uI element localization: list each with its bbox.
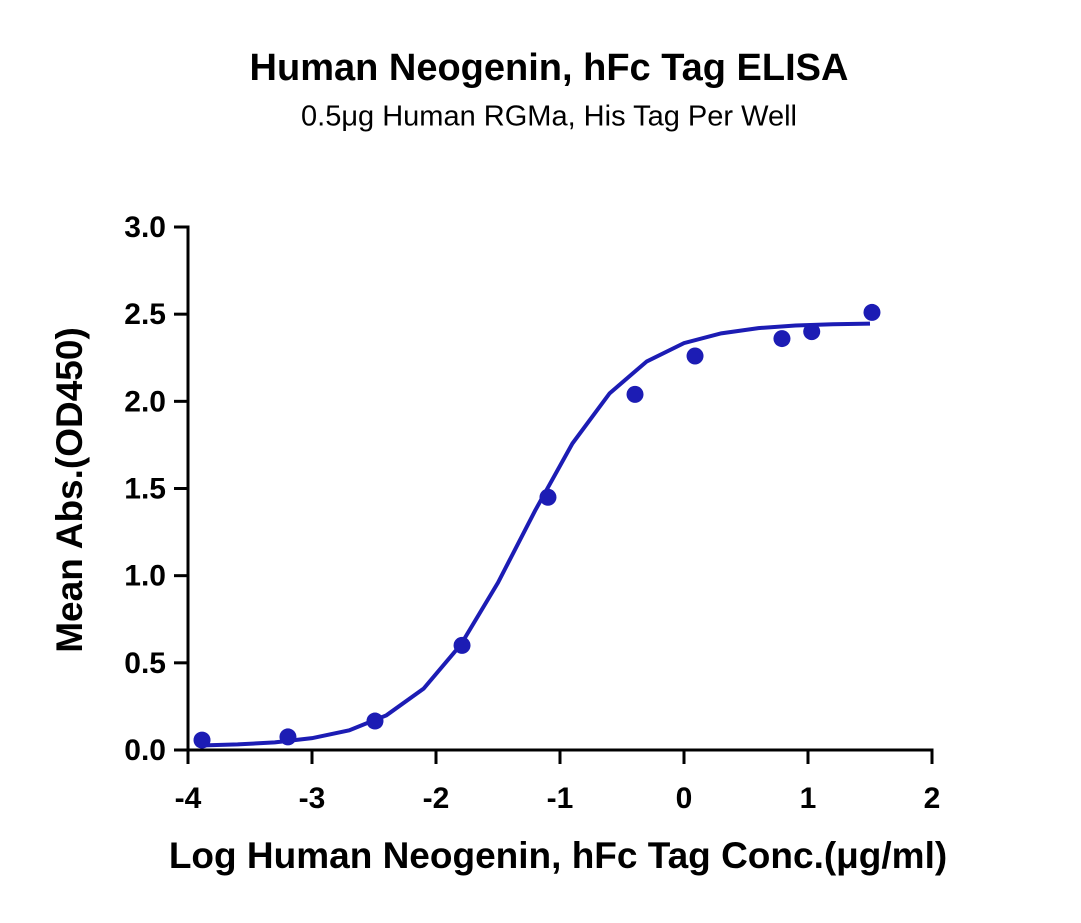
y-axis-label: Mean Abs.(OD450) (49, 327, 90, 653)
data-point (863, 303, 881, 321)
x-tick-label: -2 (423, 782, 450, 815)
x-axis-label: Log Human Neogenin, hFc Tag Conc.(μg/ml) (169, 835, 947, 876)
y-tick-label: 0.0 (124, 734, 166, 767)
y-tick-label: 2.5 (124, 298, 166, 331)
y-tick-label: 1.5 (124, 472, 166, 505)
x-tick-label: 0 (676, 782, 693, 815)
data-point (773, 330, 791, 348)
chart-subtitle: 0.5μg Human RGMa, His Tag Per Well (301, 101, 797, 133)
data-point (626, 385, 644, 403)
x-tick-label: -3 (299, 782, 326, 815)
y-tick-label: 1.0 (124, 560, 166, 593)
fit-curve (200, 321, 871, 748)
data-point (686, 347, 704, 365)
data-point (803, 323, 821, 341)
x-tick-label: -1 (547, 782, 574, 815)
y-tick-label: 2.0 (124, 385, 166, 418)
chart-title: Human Neogenin, hFc Tag ELISA (250, 47, 849, 89)
y-tick-label: 0.5 (124, 647, 166, 680)
x-tick-label: -4 (175, 782, 202, 815)
y-tick-label: 3.0 (124, 211, 166, 244)
x-tick-label: 2 (924, 782, 941, 815)
x-tick-label: 1 (800, 782, 817, 815)
